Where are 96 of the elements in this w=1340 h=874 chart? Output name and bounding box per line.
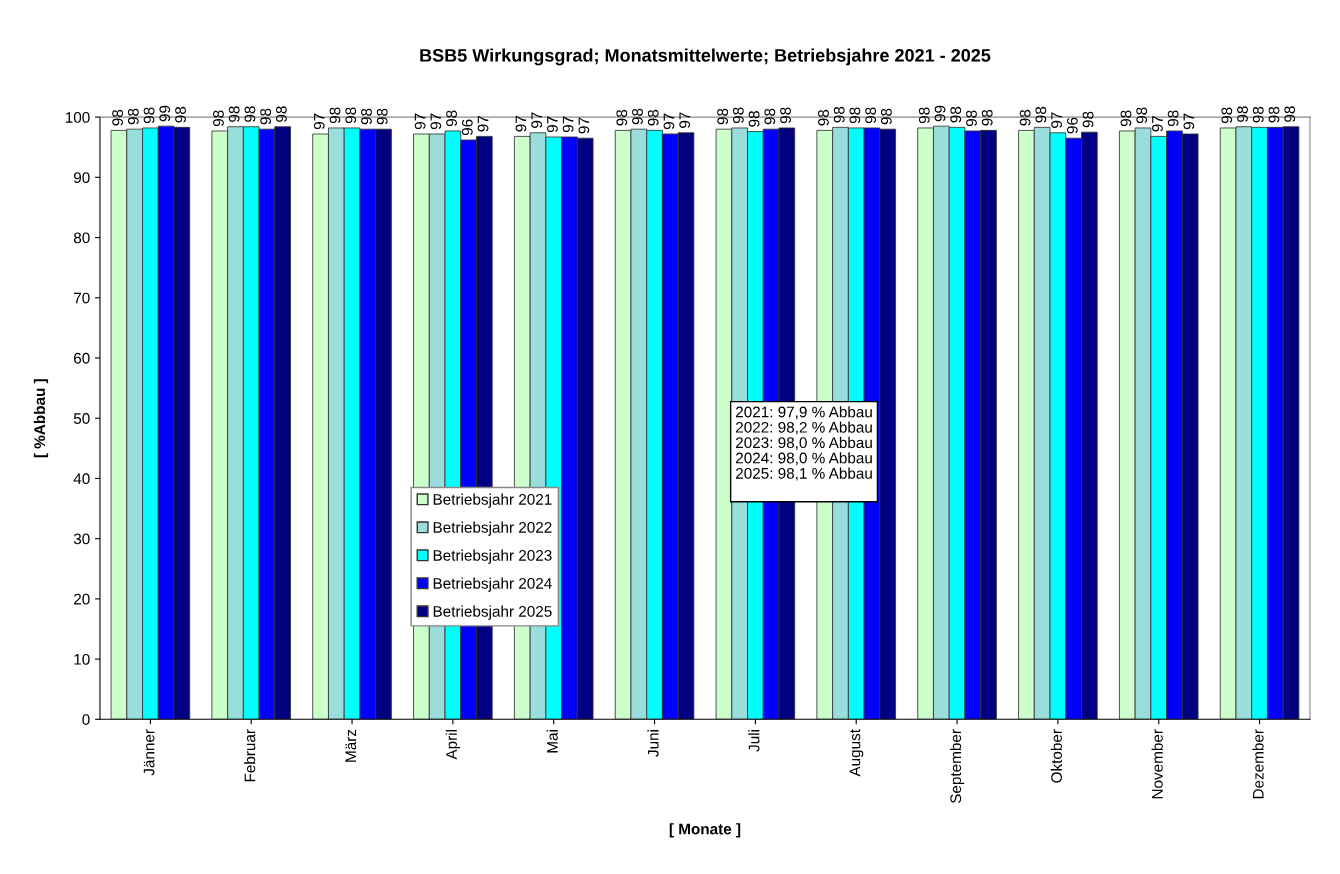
data-label: 98: [112, 109, 124, 126]
data-label: 98: [1120, 110, 1132, 127]
y-tick-label: 10: [74, 653, 90, 665]
data-label: 98: [732, 107, 744, 124]
x-tick-label: August: [849, 729, 864, 777]
data-label: 98: [918, 107, 930, 124]
data-label: 98: [1035, 106, 1047, 123]
y-tick-label: 0: [82, 714, 90, 725]
data-label: 98: [865, 107, 877, 124]
y-tick-label: 60: [74, 352, 90, 364]
data-label: 97: [663, 113, 675, 130]
legend-label: Betriebsjahr 2023: [433, 549, 552, 564]
data-label: 96: [1066, 117, 1078, 134]
x-tick-label: Februar: [244, 729, 256, 782]
data-label: 96: [461, 119, 473, 136]
data-label: 98: [1167, 110, 1179, 127]
data-label: 97: [1051, 112, 1062, 128]
legend-label: Betriebsjahr 2025: [433, 605, 552, 620]
y-tick-label: 30: [73, 533, 90, 545]
x-tick-label: März: [345, 729, 357, 762]
x-tick-label: Oktober: [1050, 729, 1062, 783]
data-label: 99: [159, 105, 171, 122]
y-tick-label: 40: [73, 473, 90, 485]
data-label: 97: [477, 115, 489, 132]
data-label: 99: [934, 105, 946, 122]
y-tick-label: 70: [74, 292, 90, 304]
annotation: 2021: 97,9 % Abbau: [735, 406, 872, 420]
data-label: 98: [1221, 107, 1233, 124]
data-label: 97: [430, 113, 442, 130]
data-label: 98: [647, 109, 659, 126]
data-label: 97: [414, 113, 426, 130]
data-label: 98: [717, 108, 729, 125]
legend-label: Betriebsjahr 2024: [433, 577, 552, 592]
data-label: 98: [329, 107, 341, 124]
legend-label: Betriebsjahr 2022: [433, 521, 552, 536]
data-label: 98: [849, 107, 861, 124]
data-label: 98: [1019, 109, 1031, 126]
data-label: 98: [966, 110, 977, 127]
data-label: 98: [376, 108, 388, 125]
data-label: 98: [345, 107, 357, 124]
x-tick-label: September: [949, 729, 965, 804]
annotation: 2022: 98,2 % Abbau: [735, 421, 872, 435]
data-label: 97: [313, 113, 325, 130]
data-label: 97: [531, 112, 543, 128]
data-label: 98: [1284, 106, 1296, 122]
x-tick-label: Mai: [546, 730, 558, 753]
x-tick-label: Juni: [647, 730, 659, 757]
data-label: 98: [260, 108, 272, 125]
data-label: 98: [981, 109, 993, 126]
annotation: 2023: 98,0 % Abbau: [735, 436, 872, 450]
data-label: 97: [1183, 113, 1195, 130]
data-label: 98: [632, 108, 643, 125]
data-label: 98: [446, 110, 457, 127]
annotation: 2024: 98,0 % Abbau: [735, 452, 872, 466]
data-label: 98: [780, 107, 791, 124]
data-label: 98: [833, 106, 845, 123]
data-label: 98: [228, 106, 240, 122]
y-axis-title: [ %Abbau ]: [33, 379, 49, 458]
data-label: 98: [361, 108, 372, 125]
data-label: 98: [244, 106, 256, 122]
x-tick-label: Dezember: [1252, 729, 1264, 799]
data-label: 97: [578, 117, 590, 134]
y-tick-label: 100: [65, 111, 90, 123]
data-label: 98: [1268, 106, 1280, 123]
annotation: 2025: 98,1 % Abbau: [735, 467, 872, 481]
y-tick-label: 50: [73, 413, 90, 424]
data-label: 98: [1237, 106, 1248, 122]
y-tick-label: 20: [74, 593, 90, 605]
y-tick-label: 80: [73, 232, 90, 244]
x-tick-label: Jänner: [143, 729, 155, 776]
data-label: 97: [679, 112, 691, 128]
x-tick-label: Juli: [748, 730, 760, 752]
data-label: 97: [547, 116, 558, 133]
data-label: 98: [175, 106, 186, 123]
data-label: 98: [275, 106, 287, 122]
data-label: 97: [562, 116, 574, 133]
data-label: 98: [950, 106, 962, 123]
chart-title: BSB5 Wirkungsgrad; Monatsmittelwerte; Betriebsjahre 2021 - 2025: [420, 48, 991, 66]
data-label: 98: [616, 109, 628, 126]
data-label: 98: [213, 110, 224, 127]
data-label: 97: [1152, 115, 1163, 132]
x-tick-label: November: [1151, 729, 1163, 799]
data-label: 98: [818, 109, 829, 126]
data-label: 98: [1252, 106, 1264, 123]
data-label: 98: [127, 108, 139, 125]
data-label: 98: [1082, 111, 1094, 128]
data-label: 98: [880, 108, 892, 125]
data-label: 98: [143, 107, 155, 124]
data-label: 97: [515, 115, 527, 132]
x-tick-label: April: [445, 730, 461, 760]
data-label: 98: [1136, 107, 1148, 124]
legend-label: Betriebsjahr 2021: [433, 493, 552, 508]
data-label: 98: [748, 111, 760, 127]
y-tick-label: 90: [73, 172, 90, 184]
x-axis-title: [ Monate ]: [669, 823, 741, 838]
data-label: 98: [764, 108, 776, 125]
